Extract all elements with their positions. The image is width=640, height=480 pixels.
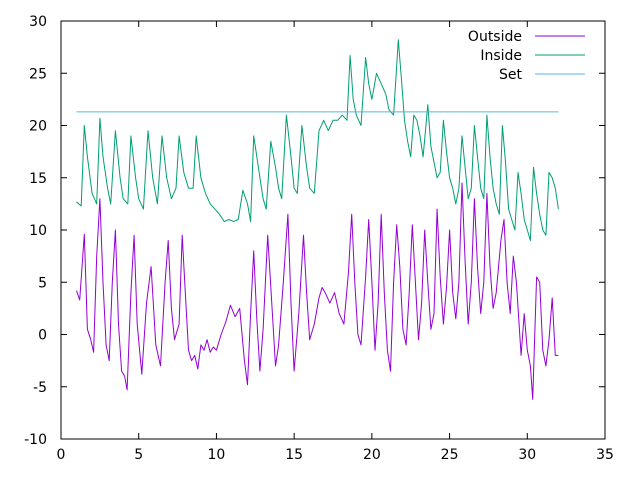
y-tick-label: 0 [38, 328, 47, 344]
x-tick-label: 10 [208, 447, 226, 463]
legend-label-inside: Inside [480, 48, 522, 64]
y-tick-label: 25 [29, 66, 47, 82]
x-tick-label: 35 [596, 447, 614, 463]
y-tick-label: 10 [29, 223, 47, 239]
tick-labels: 0 5 10 15 20 25 30 35 -10 -5 0 5 10 15 20 25 30 [24, 14, 614, 463]
x-tick-label: 0 [57, 447, 66, 463]
legend-label-outside: Outside [468, 29, 522, 45]
tick-marks [60, 20, 606, 440]
y-tick-label: -10 [24, 432, 47, 448]
legend-label-set: Set [499, 67, 523, 83]
legend: Outside Inside Set [468, 29, 585, 83]
series-line-outside [76, 182, 559, 400]
y-tick-label: -5 [33, 380, 47, 396]
x-tick-label: 15 [285, 447, 303, 463]
y-tick-label: 15 [29, 171, 47, 187]
x-tick-label: 25 [441, 447, 459, 463]
x-tick-label: 5 [134, 447, 143, 463]
y-tick-label: 5 [38, 275, 47, 291]
series-lines [76, 39, 559, 400]
y-tick-label: 20 [29, 119, 47, 135]
x-tick-label: 20 [363, 447, 381, 463]
x-tick-label: 30 [518, 447, 536, 463]
y-tick-label: 30 [29, 14, 47, 30]
series-line-inside [76, 39, 559, 241]
